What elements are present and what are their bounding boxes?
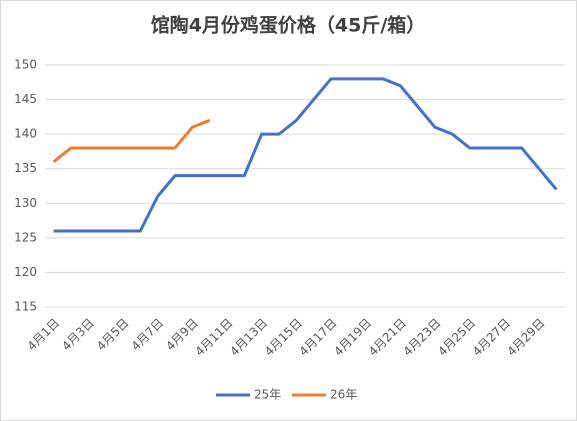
y-tick-label: 125 xyxy=(14,230,37,244)
y-tick-label: 140 xyxy=(14,127,37,141)
y-tick-label: 130 xyxy=(14,196,37,210)
chart-title: 馆陶4月份鸡蛋价格（45斤/箱） xyxy=(151,14,426,37)
y-tick-label: 135 xyxy=(14,161,37,175)
y-tick-label: 145 xyxy=(14,92,37,106)
legend-label: 25年 xyxy=(254,388,281,402)
legend-label: 26年 xyxy=(330,388,357,402)
line-series xyxy=(53,77,558,233)
line-series xyxy=(52,118,211,163)
y-tick-label: 115 xyxy=(14,300,37,314)
y-tick-label: 150 xyxy=(14,58,37,72)
y-tick-label: 120 xyxy=(14,265,37,279)
